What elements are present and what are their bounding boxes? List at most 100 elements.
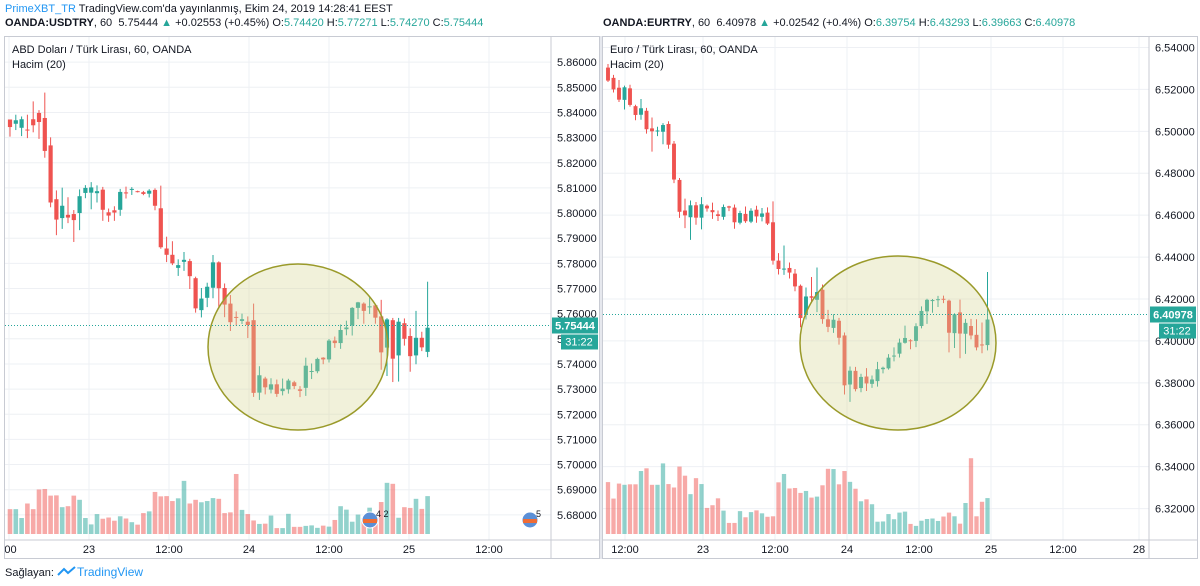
volume-bar [688,494,693,534]
candle-body [727,206,731,208]
candle-body [222,287,227,305]
volume-bar [671,487,677,534]
y-tick-label: 5.83000 [557,133,597,145]
volume-bar [842,471,847,534]
provider-label: Sağlayan: [5,567,54,579]
y-tick-label: 6.50000 [1155,126,1195,138]
candle-body [688,205,693,218]
candle-body [257,375,262,393]
candle-body [793,273,797,287]
change: +0.02542 (+0.4%) [773,17,862,29]
y-tick-label: 6.40000 [1155,336,1195,348]
volume-bar [633,484,638,534]
candle-body [164,248,169,255]
volume-bar [880,521,886,534]
usdtry-chart-svg[interactable]: 5.68000 5.69000 5.70000 5.71000 5.72000 5.730… [1,37,599,558]
candle-body [54,199,59,220]
volume-bar [222,513,227,534]
price-label-text: 5.75444 [555,321,596,333]
volume-bar [655,484,660,534]
candle-body [309,370,314,372]
candle-body [859,376,863,389]
volume-bar [233,473,239,534]
chart-panel-eurtry[interactable]: 6.32000 6.34000 6.36000 6.38000 6.40000 6.420… [602,36,1198,559]
volume-bar [638,471,644,534]
y-tick-label: 6.52000 [1155,84,1195,96]
volume-bar [721,510,726,534]
candle-body [123,192,129,194]
volume-bar [204,501,210,534]
candle-body [639,108,643,115]
candle-body [804,296,808,315]
volume-label: Hacim (20) [610,59,664,71]
volume-bar [924,518,930,534]
x-tick-label: 24 [243,544,255,556]
volume-bar [759,513,765,534]
volume-bar [413,498,419,534]
y-tick-label: 6.32000 [1155,504,1195,516]
candle-body [644,110,649,130]
countdown-text: 31:22 [565,337,593,349]
volume-bar [158,496,164,534]
candle-body [42,117,47,151]
volume-bar [332,519,338,534]
candle-body [974,334,979,348]
volume-bar [913,525,919,534]
candle-body [129,188,134,190]
publisher-link[interactable]: PrimeXBT_TR [5,3,76,15]
candle-body [152,189,158,206]
candle-body [408,336,413,357]
volume-bar [798,492,803,534]
volume-bar [908,523,913,534]
volume-bar [187,503,193,534]
last-price: 6.40978 [716,17,757,29]
open-label: O: [864,17,876,29]
last-price: 5.75444 [118,17,159,29]
y-tick-label: 5.81000 [557,183,597,195]
candle-body [350,307,355,326]
candle-body [963,322,968,334]
volume-bar [245,514,251,534]
candle-body [245,321,250,325]
volume-bar [660,463,666,534]
candle-body [199,298,204,311]
candle-body [60,205,65,219]
candle-body [263,378,268,388]
candle-body [831,319,836,328]
volume-bar [875,521,880,534]
volume-bar [129,522,135,534]
volume-bar [13,509,19,534]
candle-body [373,305,378,318]
volume-bar [228,512,233,534]
volume-bar [825,468,831,534]
eurtry-chart-svg[interactable]: 6.32000 6.34000 6.36000 6.38000 6.40000 6.420… [603,37,1197,558]
candle-body [749,210,753,222]
x-tick-label: 12:00 [315,544,343,556]
candle-body [815,292,819,300]
candle-body [379,316,384,353]
candle-body [239,319,245,321]
volume-bar [112,520,117,534]
y-tick-label: 6.46000 [1155,210,1195,222]
candle-body [886,357,891,369]
volume-bar [88,524,94,534]
x-tick-label: 23 [83,544,95,556]
candle-body [176,265,181,268]
provider-name[interactable]: TradingView [77,565,144,579]
candle-body [666,123,671,145]
y-tick-label: 5.86000 [557,57,597,69]
volume-bar [94,514,100,534]
candle-body [710,210,715,213]
candle-body [402,323,407,339]
volume-bar [957,523,963,534]
volume-bar [743,517,748,534]
y-tick-label: 5.70000 [557,460,597,472]
chart-panel-usdtry[interactable]: 5.68000 5.69000 5.70000 5.71000 5.72000 5.730… [1,36,600,559]
volume-bar [210,498,216,534]
volume-bar [693,478,699,534]
candle-body [716,214,720,216]
volume-bar [286,513,291,534]
volume-bar [864,499,869,534]
volume-bar [36,489,42,534]
x-tick-label: 23 [697,544,709,556]
